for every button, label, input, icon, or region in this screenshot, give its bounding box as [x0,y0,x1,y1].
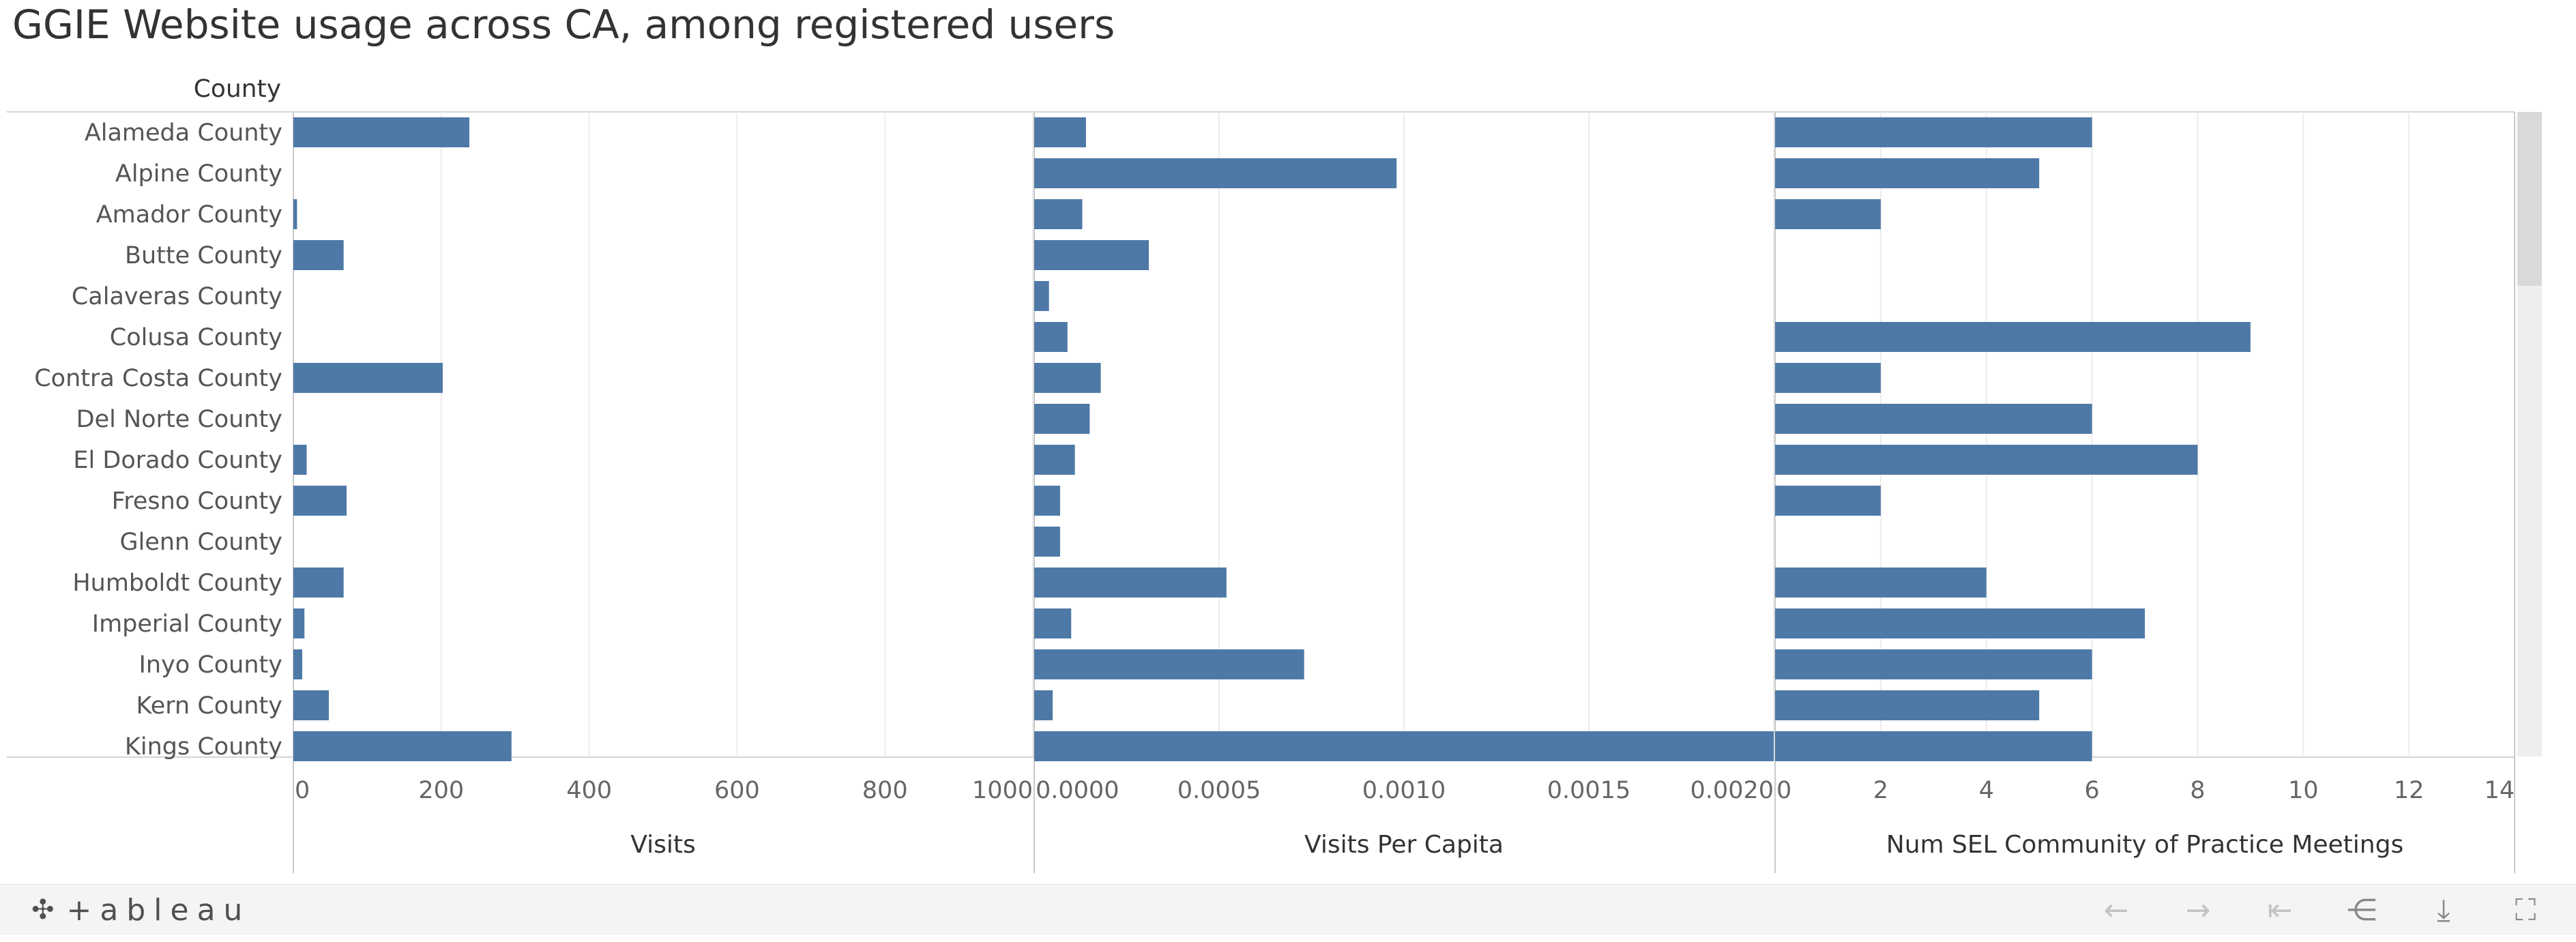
tick-label: 200 [418,777,464,804]
bar-0-3[interactable] [293,240,344,270]
row-header-county: County [193,75,281,103]
bar-0-13[interactable] [293,649,303,679]
bar-0-0[interactable] [293,117,469,147]
bar-0-9[interactable] [293,486,347,516]
tick-label: 10 [2288,777,2319,804]
bar-0-6[interactable] [293,363,443,393]
tick-label: 400 [566,777,612,804]
bar-1-0[interactable] [1034,117,1086,147]
bar-0-8[interactable] [293,445,307,475]
category-label[interactable]: Kern County [136,692,282,720]
category-label[interactable]: Inyo County [139,651,282,679]
tick-label: 8 [2190,777,2205,804]
category-label[interactable]: Colusa County [110,324,282,351]
tick-label: 6 [2084,777,2099,804]
bar-2-1[interactable] [1775,158,2040,188]
bar-2-11[interactable] [1775,568,1987,598]
bar-2-7[interactable] [1775,404,2092,434]
vertical-scrollbar[interactable] [2517,112,2542,756]
category-label[interactable]: Humboldt County [72,570,282,597]
tick-label: 0.0010 [1362,777,1446,804]
bar-1-4[interactable] [1034,281,1049,311]
category-label[interactable]: Butte County [125,242,282,269]
category-label[interactable]: Del Norte County [76,406,282,433]
bar-2-12[interactable] [1775,608,2145,638]
bar-2-13[interactable] [1775,649,2092,679]
download-icon[interactable]: ⤓ [2437,892,2450,928]
bar-1-10[interactable] [1034,527,1060,557]
undo-icon[interactable]: ← [2103,892,2129,928]
bar-1-12[interactable] [1034,608,1072,638]
bar-1-1[interactable] [1034,158,1397,188]
fullscreen-icon[interactable]: ⛶ [2515,892,2536,928]
page-title: GGIE Website usage across CA, among regi… [12,1,1115,48]
revert-icon[interactable]: ⇤ [2267,892,2293,928]
tick-label: 1000 [972,777,1033,804]
bar-1-7[interactable] [1034,404,1090,434]
bar-2-14[interactable] [1775,690,2040,720]
tick-label: 2 [1873,777,1888,804]
bar-1-15[interactable] [1034,731,1774,761]
tableau-logo-icon: ✣ [31,894,55,926]
bar-2-9[interactable] [1775,486,1881,516]
category-label[interactable]: El Dorado County [73,447,282,474]
bar-1-9[interactable] [1034,486,1060,516]
bar-2-15[interactable] [1775,731,2092,761]
redo-icon[interactable]: → [2185,892,2211,928]
bar-2-6[interactable] [1775,363,1881,393]
axis-title-2: Num SEL Community of Practice Meetings [1886,831,2403,859]
axis-title-0: Visits [630,831,695,859]
tick-label: 0 [1776,777,1791,804]
bar-0-12[interactable] [293,608,305,638]
category-label[interactable]: Amador County [96,201,282,229]
chart-area: Alameda County Alpine County Amador County… [7,111,2515,873]
bar-1-6[interactable] [1034,363,1101,393]
category-label[interactable]: Alameda County [85,119,282,147]
bar-1-3[interactable] [1034,240,1150,270]
category-label[interactable]: Calaveras County [72,283,282,310]
tick-label: 0.0005 [1177,777,1261,804]
tick-label: 600 [714,777,760,804]
bar-1-5[interactable] [1034,322,1068,352]
tick-label: 0.0015 [1547,777,1630,804]
category-label[interactable]: Alpine County [115,160,282,188]
bar-2-8[interactable] [1775,445,2198,475]
bar-2-0[interactable] [1775,117,2092,147]
bar-2-2[interactable] [1775,199,1881,229]
bar-1-2[interactable] [1034,199,1083,229]
category-label[interactable]: Kings County [125,733,282,761]
bar-0-11[interactable] [293,568,344,598]
bar-1-13[interactable] [1034,649,1304,679]
tableau-wordmark: +ableau [66,892,251,928]
tick-label: 800 [862,777,908,804]
tick-label: 0 [295,777,310,804]
category-label[interactable]: Fresno County [112,488,282,515]
tick-label: 0.0020 [1690,777,1774,804]
bar-1-8[interactable] [1034,445,1075,475]
scrollbar-thumb[interactable] [2517,112,2542,286]
category-label[interactable]: Imperial County [92,610,282,638]
tick-label: 4 [1979,777,1994,804]
share-icon[interactable]: ⋲ [2347,892,2377,928]
tick-label: 12 [2394,777,2425,804]
tableau-logo[interactable]: ✣ +ableau [31,892,251,928]
tick-label: 0.0000 [1036,777,1119,804]
bar-1-14[interactable] [1034,690,1053,720]
tick-label: 14 [2484,777,2515,804]
bar-2-5[interactable] [1775,322,2251,352]
bar-0-2[interactable] [293,199,297,229]
tableau-toolbar: ✣ +ableau ← → ⇤ ⋲ ⤓ ⛶ [0,884,2576,935]
category-label[interactable]: Glenn County [119,529,282,556]
axis-title-1: Visits Per Capita [1304,831,1504,859]
bar-0-15[interactable] [293,731,512,761]
bar-1-11[interactable] [1034,568,1227,598]
bar-0-14[interactable] [293,690,330,720]
category-label[interactable]: Contra Costa County [34,365,282,392]
